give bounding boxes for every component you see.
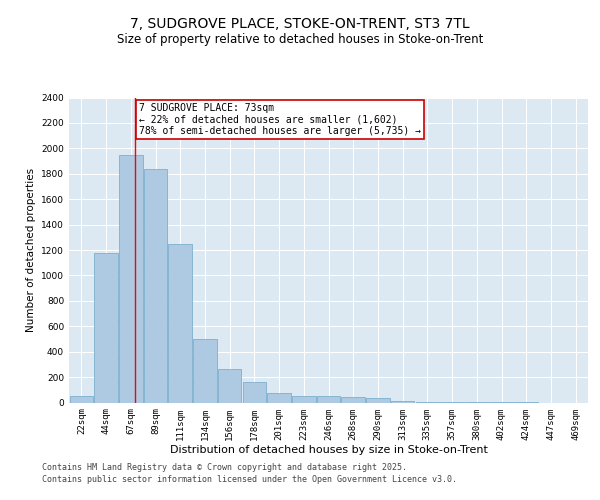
Bar: [119, 154, 143, 402]
Bar: [144, 168, 167, 402]
Y-axis label: Number of detached properties: Number of detached properties: [26, 168, 35, 332]
Bar: [317, 396, 340, 402]
Bar: [341, 397, 365, 402]
Text: 7 SUDGROVE PLACE: 73sqm
← 22% of detached houses are smaller (1,602)
78% of semi: 7 SUDGROVE PLACE: 73sqm ← 22% of detache…: [139, 102, 421, 136]
Bar: [242, 382, 266, 402]
Bar: [94, 253, 118, 402]
Text: 7, SUDGROVE PLACE, STOKE-ON-TRENT, ST3 7TL: 7, SUDGROVE PLACE, STOKE-ON-TRENT, ST3 7…: [130, 18, 470, 32]
Bar: [391, 400, 415, 402]
Bar: [366, 398, 389, 402]
Text: Contains public sector information licensed under the Open Government Licence v3: Contains public sector information licen…: [42, 475, 457, 484]
Bar: [70, 396, 93, 402]
Bar: [292, 396, 316, 402]
Bar: [193, 339, 217, 402]
X-axis label: Distribution of detached houses by size in Stoke-on-Trent: Distribution of detached houses by size …: [170, 445, 487, 455]
Bar: [169, 244, 192, 402]
Bar: [268, 393, 291, 402]
Bar: [218, 370, 241, 402]
Text: Size of property relative to detached houses in Stoke-on-Trent: Size of property relative to detached ho…: [117, 32, 483, 46]
Text: Contains HM Land Registry data © Crown copyright and database right 2025.: Contains HM Land Registry data © Crown c…: [42, 462, 407, 471]
